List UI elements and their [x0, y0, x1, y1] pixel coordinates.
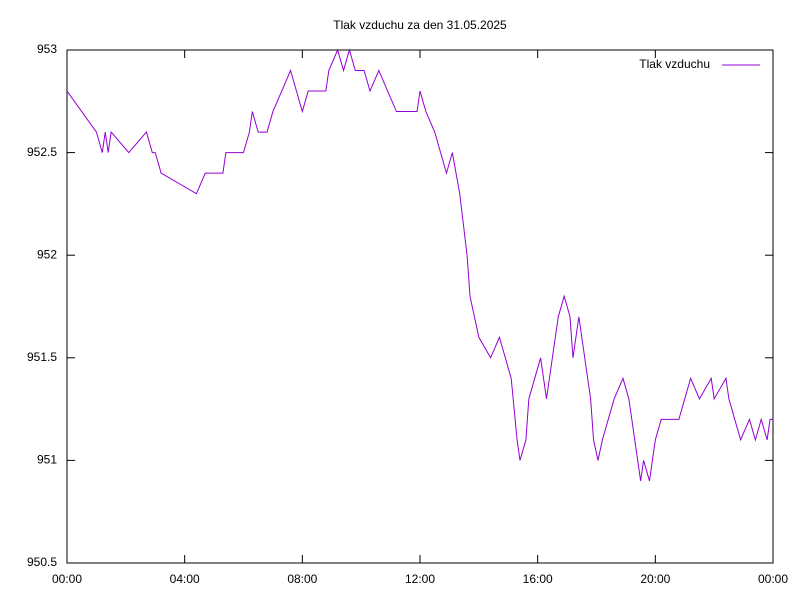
y-tick-label: 951.5 [27, 350, 57, 364]
y-tick-label: 950.5 [27, 555, 57, 569]
x-tick-label: 16:00 [523, 572, 553, 586]
plot-border [66, 49, 774, 564]
x-tick-label: 12:00 [405, 572, 435, 586]
x-tick-label: 08:00 [287, 572, 317, 586]
x-tick-label: 04:00 [170, 572, 200, 586]
y-tick-label: 951 [37, 453, 57, 467]
y-tick-label: 952.5 [27, 145, 57, 159]
x-tick-label: 00:00 [52, 572, 82, 586]
data-line [66, 48, 773, 482]
x-tick-label: 00:00 [758, 572, 788, 586]
x-tick-label: 20:00 [640, 572, 670, 586]
legend-label: Tlak vzduchu [639, 57, 710, 71]
y-tick-label: 952 [37, 247, 57, 261]
chart-title: Tlak vzduchu za den 31.05.2025 [333, 18, 507, 32]
y-tick-label: 953 [37, 42, 57, 56]
